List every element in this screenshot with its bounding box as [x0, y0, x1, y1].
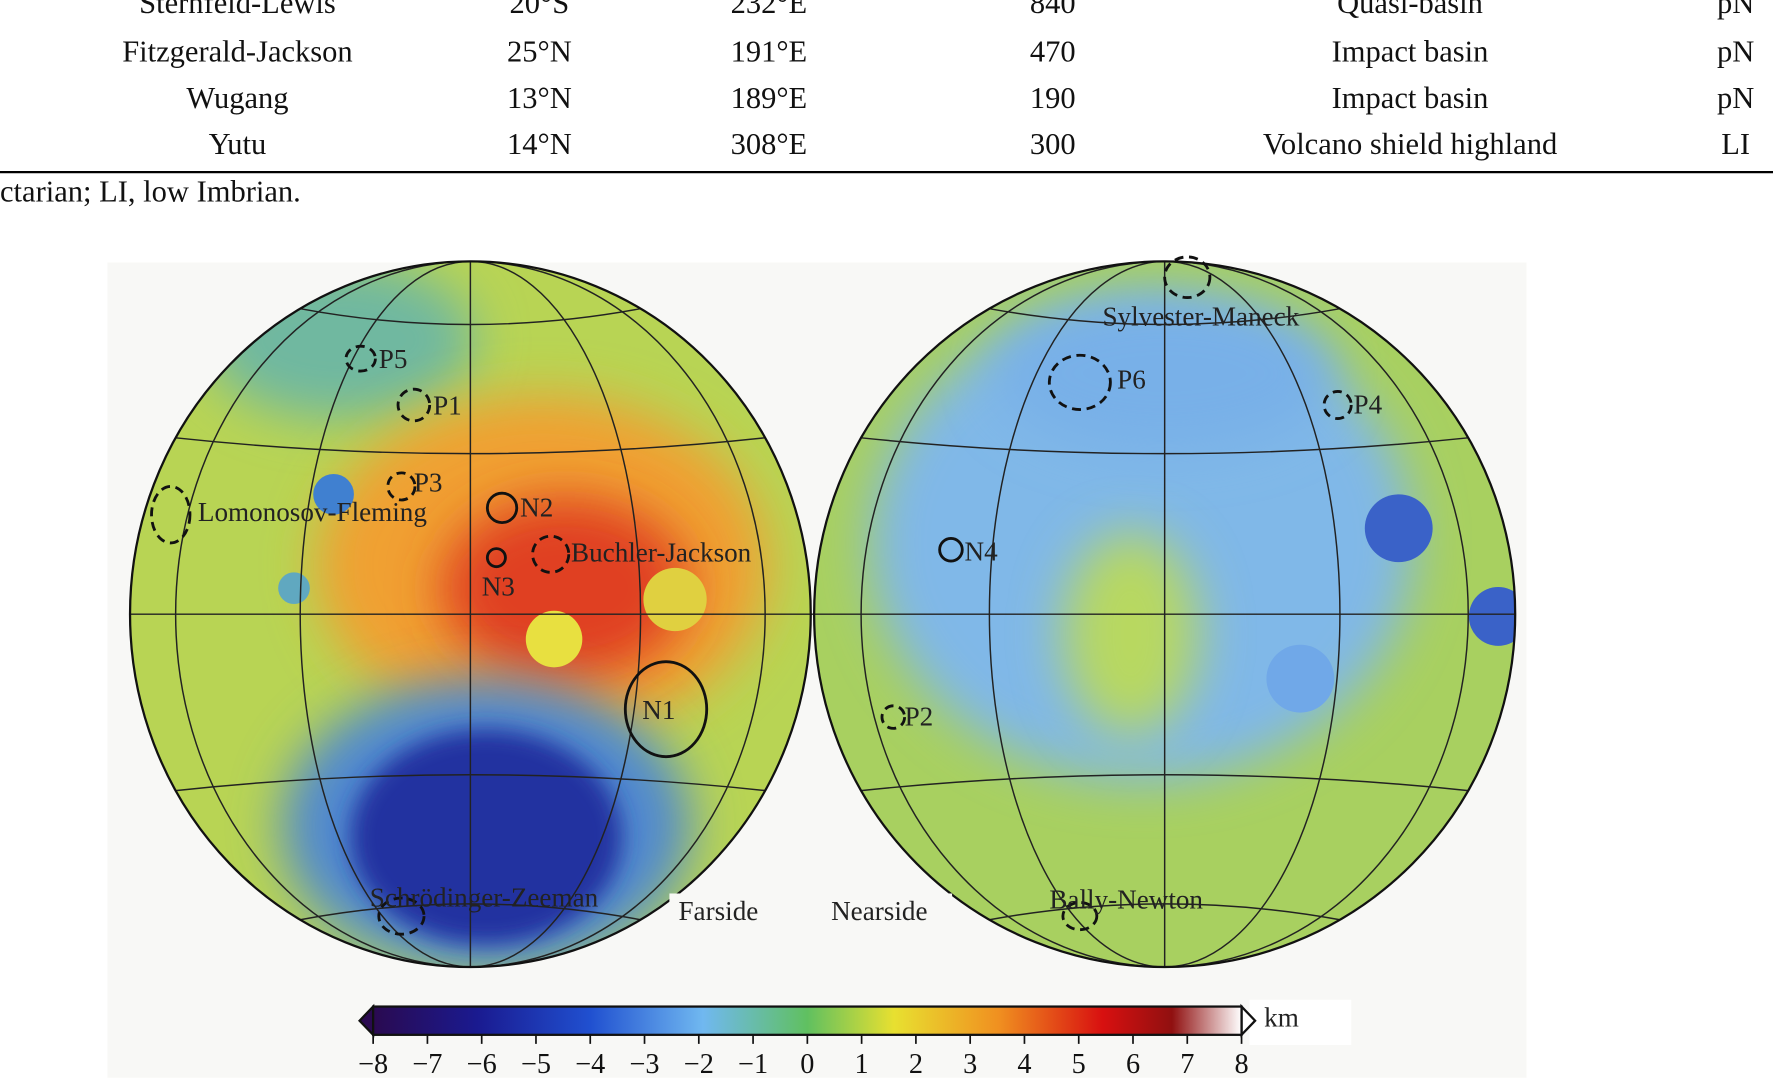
parallel	[861, 437, 1469, 455]
colorbar-unit: km	[1264, 1002, 1299, 1032]
region-marker	[1163, 255, 1212, 300]
region-marker	[880, 704, 907, 730]
table-cell: Yutu	[209, 127, 267, 161]
table-cell: Wugang	[186, 81, 288, 115]
table-cell: Quasi-basin	[1337, 0, 1483, 20]
table-cell: 13°N	[507, 81, 572, 115]
table-cell: pN	[1717, 0, 1754, 20]
region-markers	[150, 255, 1353, 936]
colorbar	[372, 1005, 1243, 1036]
table-cell: Volcano shield highland	[1263, 127, 1557, 161]
label-bg	[669, 893, 783, 937]
parallel	[989, 307, 1341, 326]
table-cell: 191°E	[731, 34, 808, 68]
region-marker	[377, 896, 426, 936]
table-cell: 14°N	[507, 127, 572, 161]
table-cell: 190	[1030, 81, 1076, 115]
hemisphere-label: Farside	[678, 896, 758, 926]
region-marker	[344, 344, 377, 373]
colorbar-tick-label: 6	[1126, 1049, 1140, 1078]
unit-bg	[1249, 999, 1352, 1046]
colorbar-tick-label: 7	[1180, 1049, 1194, 1078]
table-cell: 300	[1030, 127, 1076, 161]
colorbar-tick-label: 2	[909, 1049, 923, 1078]
colorbar-tick-label: 5	[1072, 1049, 1086, 1078]
region-marker	[485, 547, 507, 569]
region-label: Bally-Newton	[1049, 885, 1203, 915]
region-marker	[386, 471, 417, 502]
colorbar-tick-label: −2	[684, 1049, 714, 1078]
region-label: N4	[965, 536, 999, 566]
region-label: N2	[520, 492, 553, 522]
region-label: P4	[1353, 389, 1382, 419]
region-label: Buchler-Jackson	[571, 538, 752, 568]
region-label: P1	[433, 391, 462, 421]
colorbar-tick-label: −5	[521, 1049, 551, 1078]
table-cell: Impact basin	[1332, 34, 1489, 68]
region-marker	[150, 485, 192, 545]
table-cell: 308°E	[731, 127, 808, 161]
farside-outline	[128, 260, 812, 969]
nearside-outline	[813, 260, 1517, 969]
parallel	[989, 903, 1341, 921]
table-cell: Sternfeld-Lewis	[139, 0, 336, 20]
colorbar-tick-label: −4	[575, 1049, 605, 1078]
region-marker	[485, 491, 519, 525]
parallel	[861, 774, 1469, 792]
parallel	[300, 903, 641, 921]
table-cell: 470	[1030, 34, 1076, 68]
region-label: P2	[905, 702, 934, 732]
colorbar-tick-label: 0	[800, 1049, 814, 1078]
colorbar-tick-label: −1	[738, 1049, 768, 1078]
region-marker	[1061, 901, 1099, 932]
table-cell: 232°E	[731, 0, 808, 20]
table-cell: 840	[1030, 0, 1076, 20]
table-cell: pN	[1717, 34, 1754, 68]
table-cell: 25°N	[507, 34, 572, 68]
region-label: P3	[414, 468, 443, 498]
table-cell: 189°E	[731, 81, 808, 115]
colorbar-tick-label: −3	[629, 1049, 659, 1078]
region-label: P6	[1117, 365, 1146, 395]
table-cell: pN	[1717, 81, 1754, 115]
parallel	[175, 437, 766, 455]
colorbar-tick-label: −8	[358, 1049, 388, 1078]
region-marker	[1322, 390, 1353, 420]
colorbar-tick-label: 4	[1017, 1049, 1031, 1078]
parallel	[300, 307, 641, 326]
region-marker	[396, 387, 432, 423]
footnote: ctarian; LI, low Imbrian.	[0, 175, 301, 209]
table-cell: 20°S	[510, 0, 570, 20]
region-label: Schrödinger-Zeeman	[370, 882, 599, 912]
region-marker	[1047, 353, 1112, 411]
hemisphere-label: Nearside	[831, 896, 927, 926]
region-label: Sylvester-Maneck	[1102, 301, 1299, 331]
colorbar-tick-label: 8	[1234, 1049, 1248, 1078]
region-label: N1	[642, 695, 675, 725]
label-bg	[822, 893, 953, 937]
region-marker	[531, 534, 571, 574]
colorbar-tick-label: −7	[412, 1049, 442, 1078]
region-label: P5	[379, 344, 408, 374]
region-marker	[938, 537, 964, 563]
region-label: N3	[482, 572, 515, 602]
colorbar-tick-label: −6	[467, 1049, 497, 1078]
table-cell: Fitzgerald-Jackson	[122, 34, 353, 68]
table-cell: LI	[1721, 127, 1750, 161]
colorbar-tick-label: 3	[963, 1049, 977, 1078]
region-label: Lomonosov-Fleming	[198, 497, 427, 527]
parallel	[175, 774, 766, 792]
region-marker	[623, 660, 709, 759]
table-cell: Impact basin	[1332, 81, 1489, 115]
colorbar-tick-label: 1	[855, 1049, 869, 1078]
